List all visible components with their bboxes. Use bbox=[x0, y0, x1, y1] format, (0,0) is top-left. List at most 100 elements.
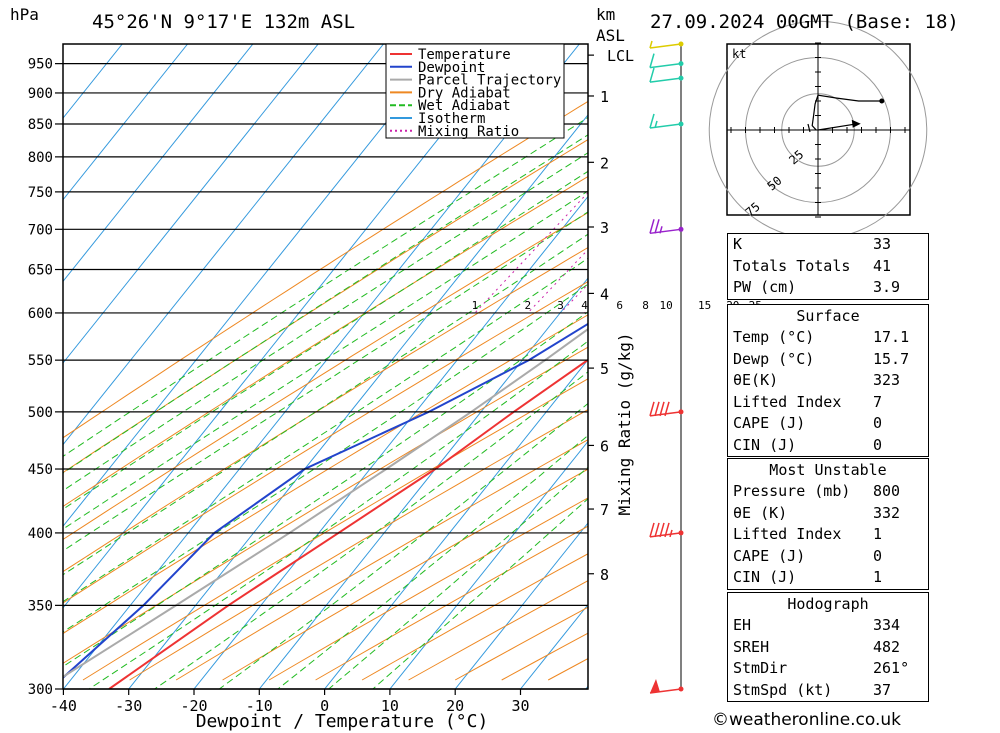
shear-arrow bbox=[807, 123, 811, 133]
dry-adiabat-line bbox=[63, 211, 588, 541]
hodograph-table-row: SREH 482 bbox=[728, 637, 928, 659]
mixing-ratio-label: 4 bbox=[581, 299, 588, 312]
barb-shaft bbox=[649, 62, 682, 69]
location-title: 45°26'N 9°17'E 132m ASL bbox=[92, 11, 355, 33]
surface-key: Dewp (°C) bbox=[733, 349, 815, 368]
wet-adiabat-line bbox=[63, 170, 588, 510]
barb-flag bbox=[649, 401, 655, 417]
most-unstable-key: Pressure (mb) bbox=[733, 482, 851, 500]
hodograph-table-key: StmDir bbox=[733, 659, 788, 677]
pressure-tick-label: 450 bbox=[28, 462, 53, 478]
barb-flag bbox=[654, 401, 660, 417]
mixing-ratio-line bbox=[474, 191, 588, 314]
isotherm-line bbox=[63, 44, 515, 609]
hodograph-table-value: 37 bbox=[873, 680, 892, 699]
surface-key: CIN (J) bbox=[733, 435, 797, 454]
wet-adiabat-line bbox=[63, 190, 588, 530]
barb-flag bbox=[664, 522, 670, 538]
isotherm-line bbox=[63, 44, 123, 119]
mixing-ratio-label: 3 bbox=[557, 299, 564, 312]
temperature-tick-label: -30 bbox=[115, 697, 142, 715]
legend-label: Parcel Trajectory bbox=[418, 73, 561, 89]
dry-adiabat-line bbox=[175, 439, 588, 681]
surface-title: Surface bbox=[796, 307, 860, 325]
wet-adiabat-line bbox=[328, 466, 588, 689]
surface-key: Lifted Index bbox=[733, 392, 842, 411]
axis-labels: 3003504004505005506006507007508008509009… bbox=[28, 57, 530, 715]
barb-flag bbox=[654, 522, 660, 538]
most-unstable-value: 1 bbox=[873, 525, 883, 543]
storm-motion-arrowhead bbox=[851, 119, 861, 128]
pressure-tick-label: 650 bbox=[28, 263, 53, 279]
most-unstable-value: 332 bbox=[873, 503, 901, 522]
barb-half-flag bbox=[649, 40, 653, 49]
dry-adiabat-line bbox=[63, 139, 588, 474]
dry-adiabat-line bbox=[63, 281, 588, 604]
km-axis: 8 7 6 5 4 3 2 1 LCL bbox=[588, 47, 634, 584]
index-value: 41 bbox=[873, 256, 892, 275]
isotherm-line bbox=[63, 44, 188, 201]
surface-row: Temp (°C) 17.1 bbox=[728, 327, 928, 349]
temperature-tick-label: 0 bbox=[320, 697, 329, 715]
barb-flag bbox=[649, 53, 655, 68]
km-tick-label: 7 bbox=[600, 501, 609, 519]
barb-shaft bbox=[649, 43, 682, 49]
temperature-tick-label: 30 bbox=[511, 697, 529, 715]
index-value: 3.9 bbox=[873, 278, 901, 296]
datetime-title: 27.09.2024 00GMT (Base: 18) bbox=[650, 11, 959, 33]
pressure-tick-label: 500 bbox=[28, 405, 53, 421]
wet-adiabat-line bbox=[63, 257, 588, 603]
barb-half-flag bbox=[659, 226, 663, 234]
most-unstable-row: Pressure (mb) 800 bbox=[728, 481, 928, 503]
sounding-series bbox=[63, 322, 588, 689]
isotherm-line bbox=[193, 195, 588, 689]
temperature-tick-label: 20 bbox=[446, 697, 464, 715]
legend-label: Mixing Ratio bbox=[418, 124, 519, 140]
legend-label: Isotherm bbox=[418, 111, 485, 127]
wet-adiabat-line bbox=[63, 283, 588, 633]
barb-pennant bbox=[650, 679, 660, 693]
barb-flag bbox=[659, 401, 665, 417]
surface-panel: Surface Temp (°C) 17.1 Dewp (°C) 15.7 θE(K) 3… bbox=[727, 304, 929, 457]
series-dewpoint bbox=[63, 322, 588, 679]
barb-flag bbox=[649, 522, 655, 538]
pressure-tick-label: 950 bbox=[28, 57, 53, 73]
isotherm-line bbox=[63, 44, 319, 364]
hodograph-table-key: StmSpd (kt) bbox=[733, 680, 833, 699]
dry-adiabat-line bbox=[63, 175, 588, 508]
x-axis-label: Dewpoint / Temperature (°C) bbox=[196, 711, 489, 732]
index-value: 33 bbox=[873, 235, 892, 253]
km-tick-label: 8 bbox=[600, 566, 609, 584]
pressure-tick-label: 400 bbox=[28, 526, 53, 542]
pressure-tick-label: 800 bbox=[28, 150, 53, 166]
barb-flag bbox=[649, 219, 655, 234]
km-tick-label: 6 bbox=[600, 437, 609, 455]
dry-adiabat-line bbox=[63, 314, 588, 635]
surface-row: Dewp (°C) 15.7 bbox=[728, 349, 928, 371]
mixing-ratio-label: 1 bbox=[472, 299, 479, 312]
dry-adiabat-line bbox=[82, 378, 588, 681]
hodograph-table-title: Hodograph bbox=[787, 595, 869, 613]
most-unstable-title: Most Unstable bbox=[769, 461, 887, 479]
unit-hpa: hPa bbox=[10, 5, 39, 24]
km-tick-label: 1 bbox=[600, 88, 609, 106]
most-unstable-key: Lifted Index bbox=[733, 525, 842, 543]
surface-key: θE(K) bbox=[733, 371, 779, 389]
barb-flag bbox=[649, 113, 655, 129]
index-key: Totals Totals bbox=[733, 256, 851, 275]
unit-km: km bbox=[596, 5, 615, 24]
isotherm-line bbox=[63, 44, 254, 283]
wet-adiabat-line bbox=[63, 311, 588, 668]
wet-adiabat-line bbox=[63, 233, 588, 576]
km-tick-label: LCL bbox=[607, 47, 634, 65]
storm-motion-vector bbox=[817, 123, 858, 131]
pressure-tick-label: 900 bbox=[28, 86, 53, 102]
most-unstable-row: θE (K) 332 bbox=[728, 503, 928, 525]
wet-adiabat-line bbox=[63, 134, 588, 474]
temperature-tick-label: 10 bbox=[381, 697, 399, 715]
surface-value: 15.7 bbox=[873, 349, 910, 368]
hodograph-table-row: StmDir 261° bbox=[728, 658, 928, 680]
surface-value: 323 bbox=[873, 371, 901, 389]
pressure-tick-label: 750 bbox=[28, 185, 53, 201]
legend-label: Wet Adiabat bbox=[418, 98, 511, 114]
